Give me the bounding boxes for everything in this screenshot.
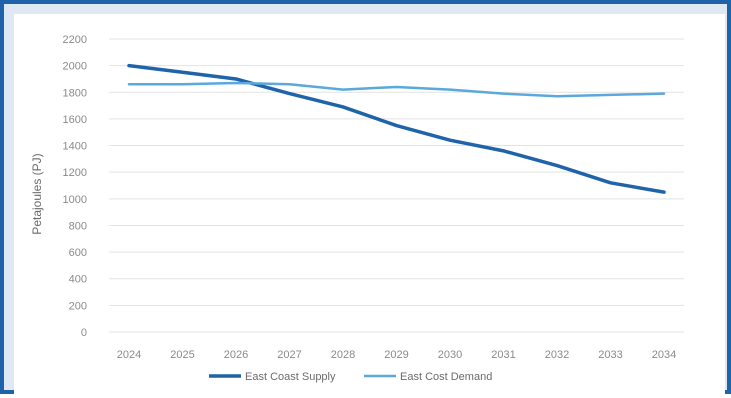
y-axis-ticks: 0 200 400 600 800 1000 1200 1400 1600 1800 2000 220… [63, 34, 87, 339]
line-chart: 0 200 400 600 800 1000 1200 1400 1600 1800 2000 220… [14, 14, 725, 394]
x-axis-ticks: 2024 2025 2026 2027 2028 2029 2030 2031 2032 2033… [117, 349, 676, 361]
series-line-demand [129, 83, 664, 96]
x-tick-label: 2027 [277, 349, 301, 361]
y-tick-label: 1000 [63, 194, 87, 206]
x-tick-label: 2033 [598, 349, 622, 361]
y-tick-label: 1400 [63, 141, 87, 153]
x-tick-label: 2024 [117, 349, 141, 361]
x-tick-label: 2029 [384, 349, 408, 361]
y-axis-title: Petajoules (PJ) [30, 153, 44, 234]
y-tick-label: 2200 [63, 34, 87, 46]
y-tick-label: 1600 [63, 114, 87, 126]
y-tick-label: 800 [69, 220, 87, 232]
y-tick-label: 0 [81, 327, 87, 339]
y-tick-label: 1800 [63, 87, 87, 99]
y-tick-label: 1200 [63, 167, 87, 179]
x-tick-label: 2032 [545, 349, 569, 361]
x-tick-label: 2026 [224, 349, 248, 361]
chart-panel: 0 200 400 600 800 1000 1200 1400 1600 1800 2000 220… [14, 14, 725, 398]
legend: East Coast Supply East Cost Demand [209, 371, 492, 383]
x-tick-label: 2034 [652, 349, 676, 361]
x-tick-label: 2031 [491, 349, 515, 361]
y-tick-label: 400 [69, 274, 87, 286]
series-lines [129, 66, 664, 193]
y-tick-label: 600 [69, 247, 87, 259]
legend-label: East Cost Demand [400, 371, 492, 383]
x-tick-label: 2028 [331, 349, 355, 361]
legend-label: East Coast Supply [245, 371, 336, 383]
x-tick-label: 2030 [438, 349, 462, 361]
x-tick-label: 2025 [170, 349, 194, 361]
y-tick-label: 2000 [63, 61, 87, 73]
y-tick-label: 200 [69, 300, 87, 312]
